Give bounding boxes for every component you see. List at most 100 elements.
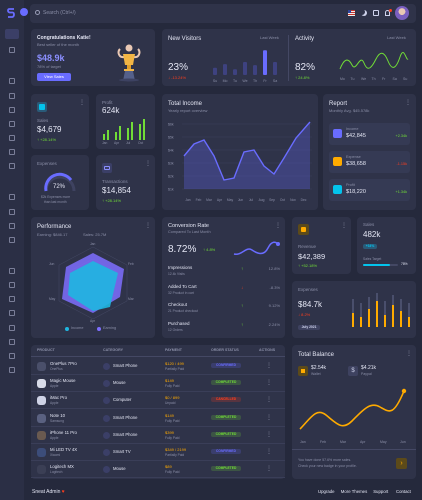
revenue-change-value: +52.18% (301, 263, 318, 268)
row-actions-icon[interactable]: ⋮ (266, 414, 272, 421)
report-item-profit: Profit $18,220 +1.34k (329, 179, 410, 201)
balance-line-chart (299, 388, 407, 430)
income-y-tick: $4k (168, 149, 174, 153)
profit-icon (333, 185, 342, 194)
sidebar-nav-icon-1[interactable] (9, 47, 15, 53)
balance-arrow-button[interactable]: › (396, 458, 407, 469)
sidebar-nav-icon-3[interactable] (9, 93, 15, 99)
visitor-bar-Th (253, 65, 257, 75)
payment-note: Fully Paid (165, 384, 180, 389)
activity-day-label: Th (371, 77, 376, 81)
theme-toggle-icon[interactable] (361, 10, 367, 16)
sidebar-nav-icon-7[interactable] (9, 149, 15, 155)
congrats-target: 78% of target (37, 64, 61, 69)
congrats-title: Congratulations Katie! (37, 35, 91, 41)
conversion-menu-icon[interactable]: ⋮ (275, 223, 281, 229)
sales-menu-icon[interactable]: ⋮ (79, 100, 85, 106)
sidebar-nav-icon-9[interactable] (9, 194, 15, 200)
shortcuts-icon[interactable] (373, 10, 379, 16)
legend-earning: Earning (103, 326, 117, 330)
sidebar-nav-icon-10[interactable] (9, 209, 15, 215)
balance-month-label: Mar (340, 440, 347, 444)
total-balance-title: Total Balance (298, 352, 335, 358)
radar-axis-may: May (49, 297, 56, 301)
activity-day-label: Mo (340, 77, 345, 81)
sidebar-nav-icon-19[interactable] (9, 353, 15, 359)
sidebar-nav-icon-18[interactable] (9, 339, 15, 345)
footer-link[interactable]: Upgrade (318, 489, 335, 494)
sidebar-nav-icon-17[interactable] (9, 325, 15, 331)
row-actions-icon[interactable]: ⋮ (266, 449, 272, 455)
row-actions-icon[interactable]: ⋮ (266, 363, 272, 369)
row-actions-icon[interactable]: ⋮ (266, 431, 272, 438)
sidebar-nav-icon-8[interactable] (9, 163, 15, 169)
sales-value: $4,679 (37, 125, 62, 134)
sidebar-nav-icon-11[interactable] (9, 223, 15, 229)
income-y-tick: $2k (168, 175, 174, 179)
sidebar-nav-icon-16[interactable] (9, 310, 15, 316)
search-icon[interactable] (35, 10, 40, 15)
new-visitors-value: 23% (168, 62, 189, 73)
product-brand: Apple (50, 435, 59, 440)
transactions-change-value: +28.14% (105, 198, 122, 203)
footer-link[interactable]: Support (373, 489, 389, 494)
sidebar-item-dashboard[interactable] (5, 29, 19, 39)
sidebar-nav-icon-6[interactable] (9, 135, 15, 141)
sidebar-nav-icon-13[interactable] (9, 268, 15, 274)
row-actions-icon[interactable]: ⋮ (266, 397, 272, 404)
table-row: OnePlus 7Pro OnePlus Smart Phone $120 / 499… (31, 358, 285, 375)
sidebar-nav-icon-20[interactable] (9, 367, 15, 373)
notification-bell-icon[interactable] (385, 10, 390, 16)
arrow-down-icon: ↓ (241, 284, 244, 290)
performance-sales: Sales: 25.7M (83, 232, 107, 237)
paypal-value: $4.21k (361, 365, 377, 371)
row-actions-icon[interactable]: ⋮ (266, 380, 272, 387)
conversion-row-sub: 12.4k Visits (168, 272, 185, 276)
conversion-rate-card: Conversion Rate Compared To Last Month ⋮… (162, 217, 285, 338)
performance-radar-chart (58, 246, 128, 320)
performance-menu-icon[interactable]: ⋮ (145, 223, 151, 229)
payment-amount: $399 (165, 429, 174, 435)
product-name: Magic Mouse (50, 378, 76, 384)
visitor-bar-Tu (233, 69, 237, 75)
income-y-tick: $1k (168, 188, 174, 192)
conversion-row-label: Checkout (168, 302, 188, 307)
sidebar-nav-icon-12[interactable] (9, 237, 15, 243)
sidebar-nav-icon-14[interactable] (9, 282, 15, 288)
sidebar-collapse-icon[interactable] (20, 8, 28, 16)
revenue-menu-icon[interactable]: ⋮ (341, 223, 347, 229)
sales-target-title: Sales (363, 222, 375, 227)
footer-link[interactable]: More Themes (340, 489, 368, 494)
sidebar (0, 0, 28, 500)
footer-link[interactable]: Contact (396, 489, 411, 494)
card-divider (292, 449, 416, 450)
search-input[interactable]: Search (Ctrl+/) (43, 10, 76, 16)
product-name: iPhone 11 Pro (50, 429, 77, 435)
arrow-up-icon: ↑ (241, 321, 244, 327)
category-icon (103, 414, 110, 422)
total-balance-menu-icon[interactable]: ⋮ (406, 351, 412, 357)
payment-note: Partially Paid (165, 367, 185, 371)
product-thumbnail (37, 465, 46, 475)
report-menu-icon[interactable]: ⋮ (405, 100, 411, 106)
language-flag-icon[interactable] (348, 10, 355, 16)
sales-change: ↑ +28.14% (37, 137, 57, 142)
user-avatar[interactable] (395, 6, 409, 20)
order-status-badge: CANCELLED (211, 397, 241, 403)
product-category: Smart Phone (113, 414, 138, 420)
sidebar-nav-icon-15[interactable] (9, 296, 15, 302)
report-card: Report Monthly Avg. $45.578k ⋮ Income $42… (323, 94, 416, 210)
sidebar-nav-icon-5[interactable] (9, 121, 15, 127)
profit-label: Profit (102, 100, 113, 105)
report-item-income: Income $42,845 +2.34k (329, 123, 410, 145)
sidebar-nav-icon-4[interactable] (9, 107, 15, 113)
sidebar-nav-icon-2[interactable] (9, 78, 15, 84)
logo-icon[interactable] (7, 8, 15, 18)
transactions-menu-icon[interactable]: ⋮ (145, 161, 151, 167)
total-income-card: Total Income Yearly report overview $6k $… (162, 94, 318, 210)
congratulations-card: Congratulations Katie! Best seller of th… (31, 29, 155, 86)
view-sales-button[interactable]: View Sales (37, 73, 71, 81)
row-actions-icon[interactable]: ⋮ (266, 466, 272, 473)
arrow-up-icon: ↑ (241, 266, 244, 271)
expenses-label: Expenses (37, 161, 57, 166)
